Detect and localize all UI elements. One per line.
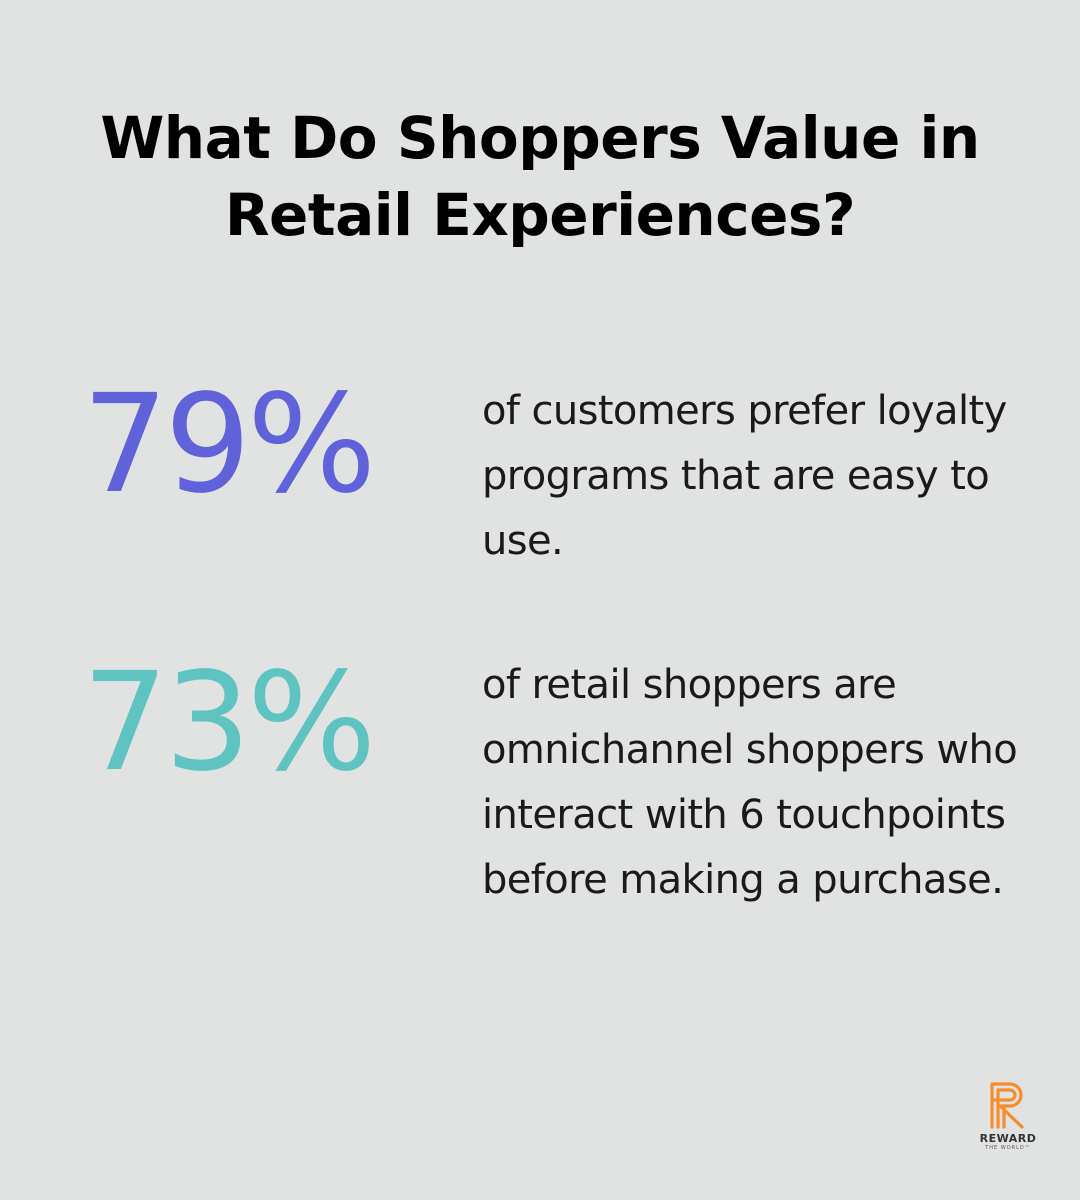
- logo-tagline: THE WORLD™: [985, 1145, 1031, 1151]
- page-title: What Do Shoppers Value in Retail Experie…: [100, 104, 980, 249]
- stat-description: of retail shoppers are omnichannel shopp…: [482, 662, 1018, 903]
- stat-value: 73%: [82, 644, 376, 802]
- reward-r-logo-icon: [990, 1082, 1024, 1129]
- stat-description: of customers prefer loyalty programs tha…: [482, 388, 1007, 564]
- brand-logo: REWARD THE WORLD™: [970, 1080, 1046, 1160]
- stat-value: 79%: [82, 366, 376, 524]
- logo-wordmark: REWARD: [979, 1132, 1037, 1145]
